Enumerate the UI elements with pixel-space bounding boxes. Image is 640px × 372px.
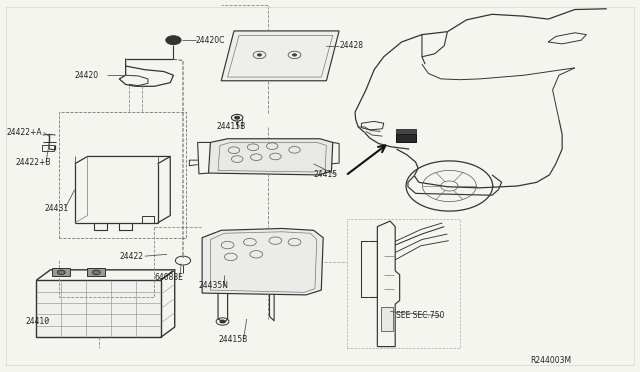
Text: 24431: 24431 (45, 203, 69, 213)
Text: 24415B: 24415B (218, 335, 247, 344)
Polygon shape (221, 31, 339, 81)
Bar (52, 268, 70, 276)
Text: R244003M: R244003M (531, 356, 572, 365)
Text: 24435N: 24435N (199, 281, 229, 290)
Text: SEE SEC.750: SEE SEC.750 (396, 311, 445, 320)
Bar (396, 129, 415, 134)
Bar (396, 134, 415, 142)
Polygon shape (202, 228, 323, 295)
Circle shape (292, 54, 296, 56)
Text: 24428: 24428 (339, 41, 363, 50)
Text: 24410: 24410 (26, 317, 50, 326)
Circle shape (235, 116, 240, 119)
Bar (36, 280, 161, 337)
Circle shape (257, 54, 261, 56)
Circle shape (166, 36, 181, 45)
Bar (381, 307, 393, 331)
Bar (88, 268, 105, 276)
Text: 24420: 24420 (75, 71, 99, 80)
Text: 64088E: 64088E (154, 273, 183, 282)
Circle shape (58, 270, 65, 275)
Bar (42, 145, 54, 151)
Text: 24422: 24422 (119, 251, 143, 261)
Circle shape (220, 320, 225, 323)
Circle shape (93, 270, 100, 275)
Polygon shape (209, 139, 333, 175)
Text: 24415: 24415 (314, 170, 338, 179)
Text: 24422+B: 24422+B (15, 157, 51, 167)
Text: 24420C: 24420C (196, 36, 225, 45)
Text: 24422+A: 24422+A (6, 128, 42, 137)
Text: 24415B: 24415B (217, 122, 246, 131)
